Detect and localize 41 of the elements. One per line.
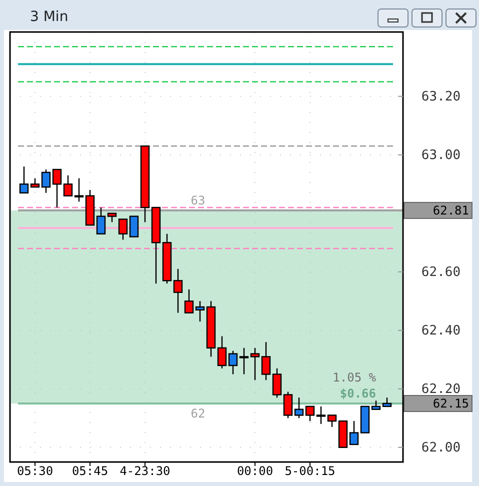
candlestick [316, 406, 326, 425]
chart-title: 3 Min [30, 9, 68, 25]
y-tick-label: 63.20 [421, 89, 461, 104]
candlestick [239, 347, 249, 375]
candlestick [272, 368, 282, 398]
annotation: $0.66 [340, 386, 376, 400]
candlestick [63, 174, 73, 196]
y-tick-label: 62.40 [421, 323, 461, 338]
candlestick [217, 336, 227, 369]
candlestick [118, 218, 128, 240]
candlestick [41, 168, 51, 194]
candlestick [52, 168, 62, 208]
candlestick [283, 391, 293, 419]
y-tick-label: 62.60 [421, 264, 461, 280]
x-tick-label: 00:00 [236, 464, 274, 478]
candlestick [349, 420, 359, 446]
ref-line-label: 62.15 [432, 396, 469, 410]
candlestick [261, 341, 271, 381]
candlestick [74, 178, 84, 202]
y-tick-label: 63.00 [421, 148, 461, 163]
candlestick [173, 268, 183, 314]
y-tick-label: 62.20 [421, 382, 461, 397]
candlestick [228, 350, 238, 375]
annotation: 1.05 % [332, 370, 377, 384]
candlestick [305, 406, 315, 422]
annotation: 63 [190, 193, 206, 208]
annotation: 62 [190, 406, 206, 420]
candlestick [195, 300, 205, 322]
candlestick [96, 206, 106, 234]
x-tick-label: 5-00:15 [284, 464, 336, 478]
x-tick-label: 4-23:30 [120, 464, 170, 478]
ref-line-label: 62.81 [432, 203, 469, 218]
y-tick-label: 62.00 [421, 440, 461, 456]
candlestick [327, 414, 337, 428]
candlestick [184, 288, 194, 314]
x-tick-label: 05:30 [16, 464, 54, 478]
x-tick-label: 05:45 [72, 464, 108, 478]
candlestick [19, 166, 29, 194]
candlestick [294, 397, 304, 419]
candlestick [250, 347, 260, 381]
candlestick [129, 216, 139, 238]
